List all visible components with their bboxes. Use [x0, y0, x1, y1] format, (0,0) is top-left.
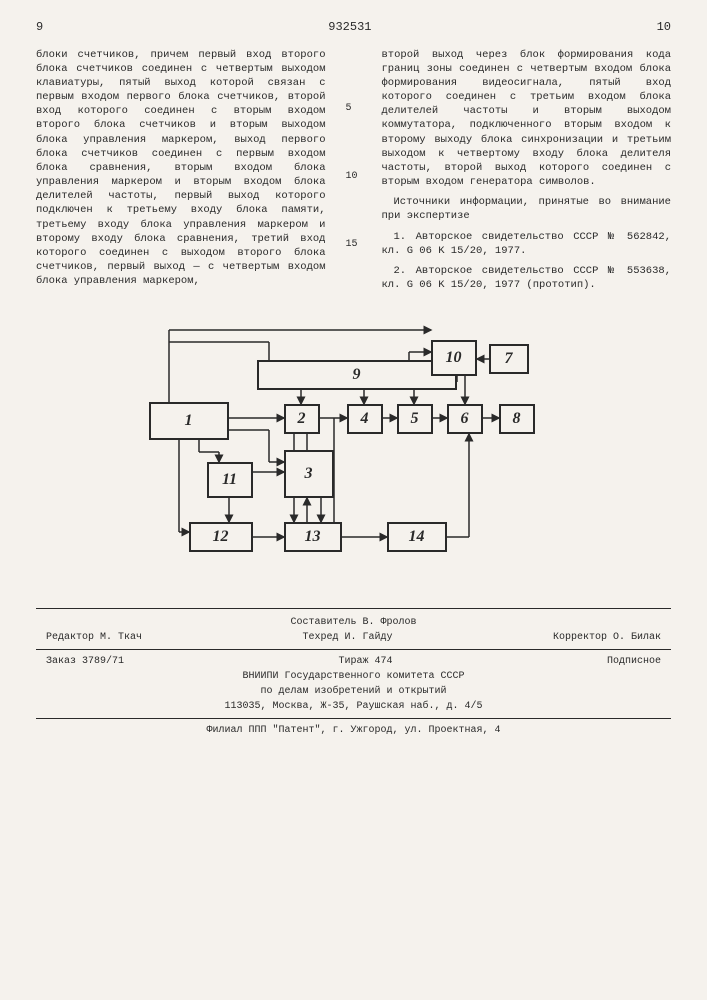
editor: Редактор М. Ткач [46, 630, 142, 645]
org-1: ВНИИПИ Государственного комитета СССР [36, 669, 671, 684]
diagram-block-b8: 8 [499, 404, 535, 434]
diagram-block-b12: 12 [189, 522, 253, 552]
line-number-gutter: 5 10 15 [346, 48, 362, 299]
left-column: блоки счетчиков, причем первый вход втор… [36, 48, 326, 299]
block-diagram: 1234567891011121314 [139, 312, 569, 592]
diagram-block-b13: 13 [284, 522, 342, 552]
line-num-5: 5 [346, 102, 352, 115]
techred: Техред И. Гайду [302, 630, 392, 645]
line-num-15: 15 [346, 238, 358, 251]
source-2: 2. Авторское свидетельство СССР № 553638… [382, 264, 672, 292]
order-num: Заказ 3789/71 [46, 654, 124, 669]
diagram-block-b3: 3 [284, 450, 334, 498]
sources-title: Источники информации, принятые во вниман… [382, 195, 672, 223]
org-2: по делам изобретений и открытий [36, 684, 671, 699]
patent-number: 932531 [328, 20, 371, 36]
diagram-block-b4: 4 [347, 404, 383, 434]
right-para-1: второй выход через блок формирования код… [382, 48, 672, 190]
tirage: Тираж 474 [338, 654, 392, 669]
address-1: 113035, Москва, Ж-35, Раушская наб., д. … [36, 699, 671, 714]
footer: Составитель В. Фролов Редактор М. Ткач Т… [36, 608, 671, 738]
address-2: Филиал ППП "Патент", г. Ужгород, ул. Про… [36, 723, 671, 738]
source-1: 1. Авторское свидетельство СССР № 562842… [382, 230, 672, 258]
page-header: 9 932531 10 [36, 20, 671, 36]
diagram-block-b14: 14 [387, 522, 447, 552]
text-columns: блоки счетчиков, причем первый вход втор… [36, 48, 671, 299]
diagram-block-b7: 7 [489, 344, 529, 374]
diagram-block-b10: 10 [431, 340, 477, 376]
page-num-left: 9 [36, 20, 43, 36]
page-num-right: 10 [657, 20, 671, 36]
line-num-10: 10 [346, 170, 358, 183]
diagram-block-b9: 9 [257, 360, 457, 390]
compiler: Составитель В. Фролов [36, 615, 671, 630]
subscript: Подписное [607, 654, 661, 669]
diagram-block-b2: 2 [284, 404, 320, 434]
corrector: Корректор О. Билак [553, 630, 661, 645]
diagram-block-b1: 1 [149, 402, 229, 440]
right-column: второй выход через блок формирования код… [382, 48, 672, 299]
diagram-block-b6: 6 [447, 404, 483, 434]
diagram-block-b5: 5 [397, 404, 433, 434]
left-para: блоки счетчиков, причем первый вход втор… [36, 48, 326, 289]
diagram-block-b11: 11 [207, 462, 253, 498]
